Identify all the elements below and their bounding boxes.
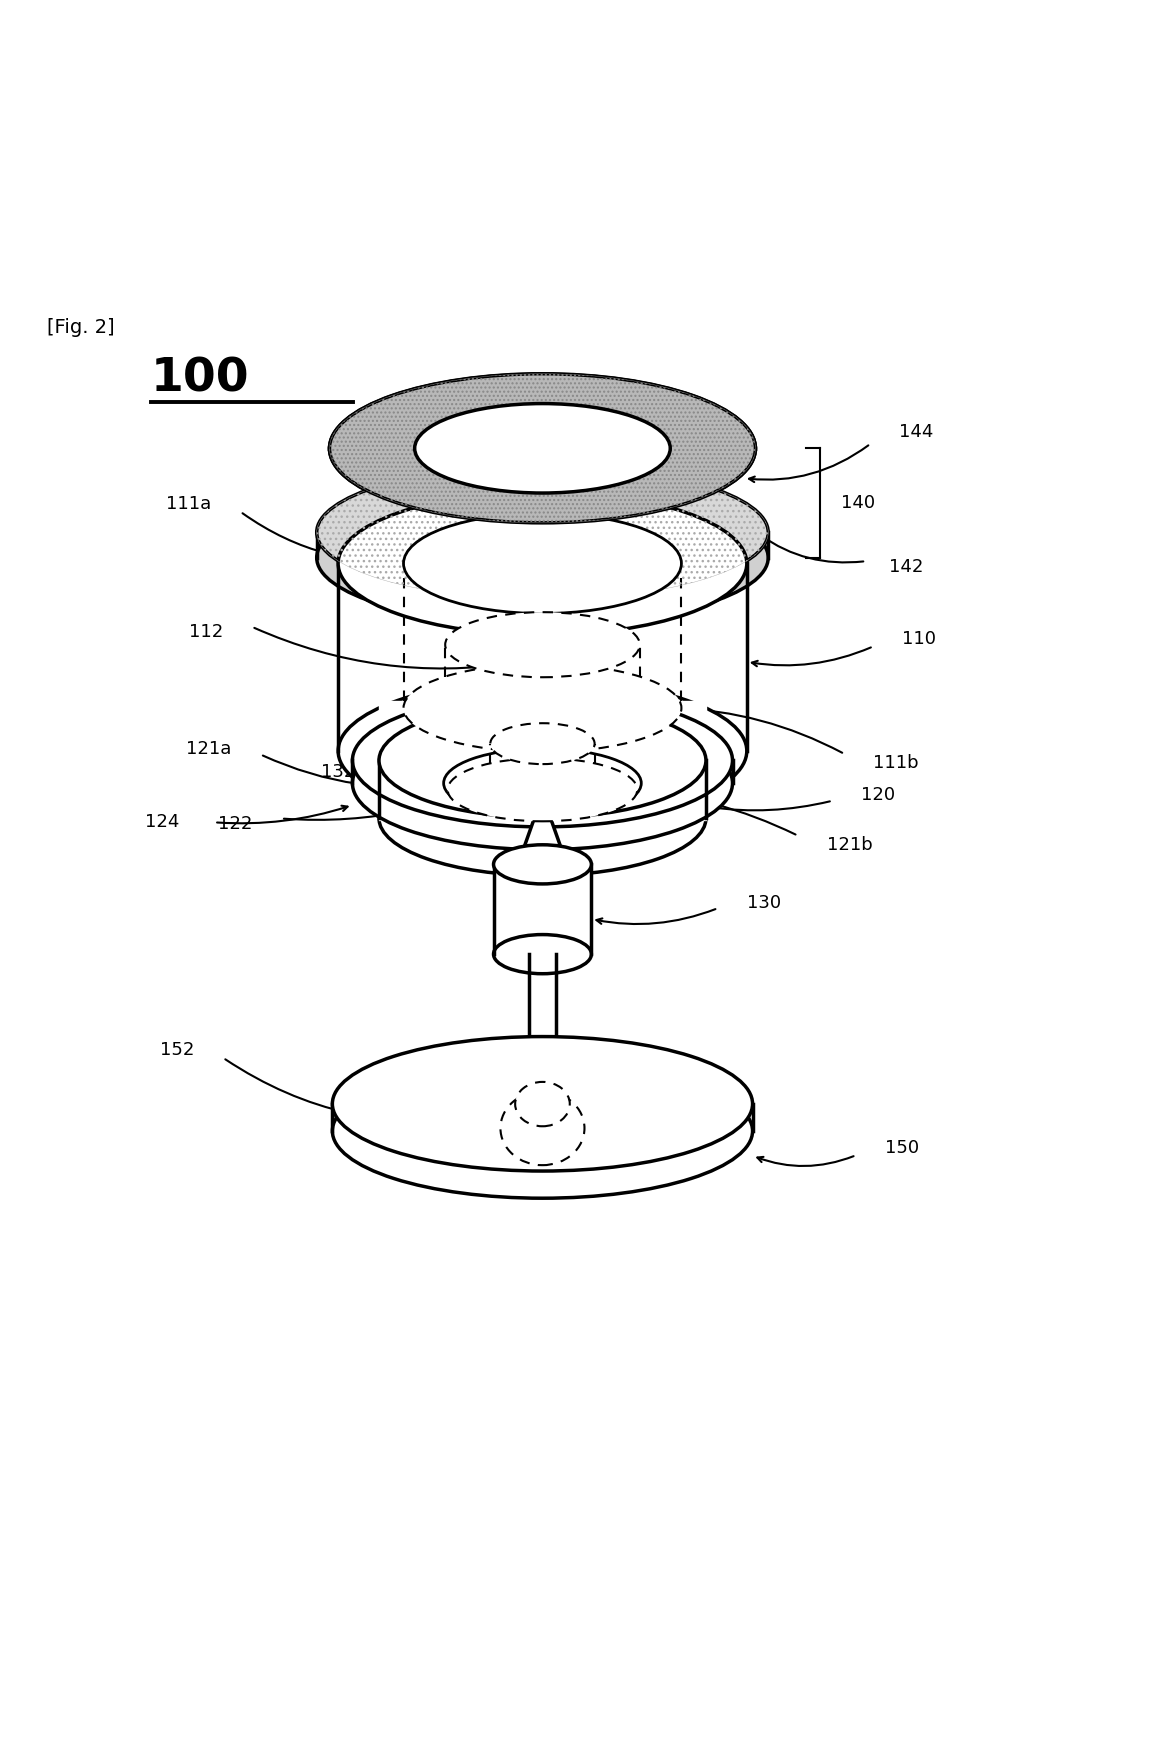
Ellipse shape <box>379 761 706 875</box>
Ellipse shape <box>316 466 769 599</box>
Text: 111b: 111b <box>874 754 919 773</box>
Text: 112: 112 <box>189 624 223 641</box>
Polygon shape <box>316 532 769 558</box>
Text: [Fig. 2]: [Fig. 2] <box>47 318 115 337</box>
Text: 152: 152 <box>160 1040 194 1058</box>
Ellipse shape <box>330 373 756 523</box>
Text: 121a: 121a <box>186 740 232 757</box>
Text: 110: 110 <box>902 629 936 648</box>
Ellipse shape <box>445 611 639 677</box>
Text: 124: 124 <box>145 813 180 832</box>
Ellipse shape <box>352 693 733 827</box>
Ellipse shape <box>404 664 681 752</box>
Ellipse shape <box>448 757 637 822</box>
Ellipse shape <box>494 844 591 884</box>
Ellipse shape <box>515 1082 570 1126</box>
Text: 111a: 111a <box>166 495 211 512</box>
Text: 132: 132 <box>321 763 355 782</box>
Polygon shape <box>379 761 706 818</box>
Polygon shape <box>530 954 556 1053</box>
Text: 144: 144 <box>899 424 934 441</box>
Ellipse shape <box>404 514 681 613</box>
Ellipse shape <box>379 703 706 818</box>
Polygon shape <box>332 1103 752 1131</box>
Ellipse shape <box>338 679 747 822</box>
Ellipse shape <box>338 492 747 636</box>
Text: 142: 142 <box>889 558 923 577</box>
Text: 150: 150 <box>885 1138 919 1157</box>
Ellipse shape <box>332 1063 752 1199</box>
Polygon shape <box>352 761 733 783</box>
Text: 121b: 121b <box>826 835 872 855</box>
Ellipse shape <box>414 403 670 493</box>
Polygon shape <box>520 796 564 858</box>
Ellipse shape <box>352 717 733 849</box>
Text: 130: 130 <box>747 893 781 912</box>
Polygon shape <box>338 563 747 750</box>
Ellipse shape <box>490 723 594 764</box>
Ellipse shape <box>501 1067 584 1141</box>
Ellipse shape <box>316 490 769 625</box>
Polygon shape <box>494 865 591 954</box>
Text: 120: 120 <box>861 785 896 804</box>
Ellipse shape <box>501 1091 584 1166</box>
Text: 140: 140 <box>841 493 875 512</box>
Text: 100: 100 <box>151 356 249 401</box>
Ellipse shape <box>330 373 756 523</box>
Ellipse shape <box>443 749 642 818</box>
Text: 122: 122 <box>218 815 253 834</box>
Ellipse shape <box>332 1037 752 1171</box>
Ellipse shape <box>494 935 591 974</box>
